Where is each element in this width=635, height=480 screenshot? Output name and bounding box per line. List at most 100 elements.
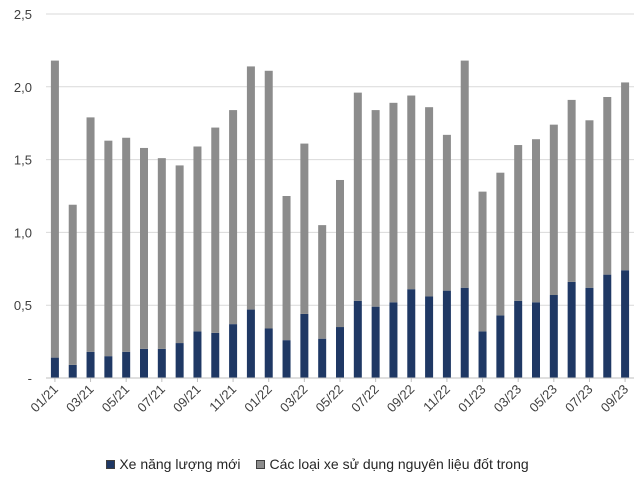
bar-combustion: [211, 127, 220, 333]
x-tick-label: 07/22: [348, 382, 382, 416]
bar-combustion: [68, 204, 77, 365]
bar-combustion: [425, 107, 434, 297]
bar-new-energy: [621, 270, 630, 378]
bar-new-energy: [68, 364, 77, 378]
bar-new-energy: [407, 289, 416, 378]
bar-new-energy: [193, 331, 202, 378]
bar-new-energy: [460, 287, 469, 378]
legend-swatch-combustion: [256, 459, 266, 469]
x-tick-label: 09/23: [598, 382, 632, 416]
bar-new-energy: [246, 309, 255, 378]
bar-new-energy: [264, 328, 273, 378]
bar-combustion: [140, 147, 148, 349]
legend: Xe năng lượng mới Các loại xe sử dụng ng…: [0, 456, 635, 472]
x-tick-label: 03/21: [63, 382, 97, 416]
bar-new-energy: [567, 281, 576, 378]
bar-combustion: [122, 137, 131, 352]
bar-new-energy: [496, 315, 505, 378]
bar-combustion: [193, 146, 202, 332]
bar-new-energy: [318, 338, 327, 378]
bar-combustion: [371, 110, 380, 307]
legend-swatch-new-energy: [106, 459, 116, 469]
bar-new-energy: [389, 302, 398, 378]
legend-item-new-energy: Xe năng lượng mới: [106, 456, 240, 472]
y-tick-label: 1,0: [14, 225, 32, 240]
bar-combustion: [460, 60, 469, 288]
bar-new-energy: [514, 300, 523, 378]
x-tick-label: 09/22: [384, 382, 418, 416]
bars: [50, 60, 630, 378]
bar-new-energy: [603, 274, 612, 378]
bar-new-energy: [50, 357, 59, 378]
bar-new-energy: [140, 348, 148, 378]
bar-combustion: [478, 191, 487, 332]
bar-new-energy: [229, 324, 238, 378]
legend-label-new-energy: Xe năng lượng mới: [119, 456, 241, 472]
bar-new-energy: [122, 351, 131, 378]
bar-combustion: [496, 172, 505, 316]
y-tick-label: 0,5: [14, 298, 32, 313]
legend-label-combustion: Các loại xe sử dụng nguyên liệu đốt tron…: [269, 456, 529, 472]
bar-combustion: [318, 225, 327, 339]
bar-combustion: [353, 92, 362, 301]
x-tick-label: 05/22: [313, 382, 347, 416]
bar-combustion: [264, 70, 273, 329]
bar-new-energy: [336, 327, 344, 378]
legend-item-combustion: Các loại xe sử dụng nguyên liệu đốt tron…: [256, 456, 529, 472]
bar-new-energy: [478, 331, 487, 378]
bar-combustion: [621, 82, 630, 271]
bar-new-energy: [86, 351, 95, 378]
x-tick-label: 11/22: [420, 382, 453, 415]
bar-combustion: [585, 120, 594, 288]
y-tick-label: 2,0: [14, 80, 32, 95]
bar-combustion: [175, 165, 184, 344]
bar-new-energy: [282, 340, 291, 378]
bar-new-energy: [211, 332, 220, 378]
bar-combustion: [157, 158, 166, 349]
bar-new-energy: [442, 290, 451, 378]
bar-combustion: [549, 124, 558, 296]
x-tick-label: 01/21: [27, 382, 61, 416]
x-tick-label: 09/21: [170, 382, 204, 416]
bar-combustion: [86, 117, 95, 352]
x-tick-label: 03/23: [491, 382, 525, 416]
bar-new-energy: [532, 302, 540, 378]
bar-combustion: [514, 145, 523, 301]
y-axis-ticks: - 0,5 1,0 1,5 2,0 2,5: [14, 7, 32, 386]
x-tick-label: 01/23: [455, 382, 489, 416]
bar-combustion: [336, 179, 344, 328]
bar-new-energy: [353, 300, 362, 378]
x-axis-ticks: 01/21 03/21 05/21 07/21 09/21 11/21 01/22 03/22…: [27, 378, 631, 415]
bar-combustion: [229, 110, 238, 325]
bar-new-energy: [425, 296, 434, 378]
y-tick-label: -: [28, 371, 32, 386]
bar-combustion: [104, 140, 113, 357]
bar-combustion: [442, 134, 451, 291]
bar-new-energy: [157, 348, 166, 378]
y-tick-label: 2,5: [14, 7, 32, 22]
bar-combustion: [50, 60, 59, 358]
y-tick-label: 1,5: [14, 153, 32, 168]
bar-combustion: [603, 96, 612, 275]
x-tick-label: 11/21: [206, 382, 239, 415]
bar-new-energy: [175, 343, 184, 378]
x-tick-label: 07/23: [562, 382, 596, 416]
x-tick-label: 01/22: [241, 382, 275, 416]
x-tick-label: 07/21: [134, 382, 168, 416]
bar-combustion: [389, 102, 398, 303]
bar-new-energy: [104, 356, 113, 378]
bar-new-energy: [300, 313, 309, 378]
stacked-bar-chart: -0,51,01,52,02,5 01/21 03/21 05/21 07/21 09/…: [14, 7, 634, 415]
bar-combustion: [567, 99, 576, 282]
bar-combustion: [246, 66, 255, 310]
x-tick-label: 03/22: [277, 382, 311, 416]
x-tick-label: 05/21: [99, 382, 133, 416]
bar-new-energy: [549, 295, 558, 378]
bar-combustion: [300, 143, 309, 314]
bar-combustion: [532, 139, 540, 303]
bar-combustion: [407, 95, 416, 290]
x-tick-label: 05/23: [526, 382, 560, 416]
bar-combustion: [282, 196, 291, 341]
bar-new-energy: [585, 287, 594, 378]
bar-new-energy: [371, 306, 380, 378]
